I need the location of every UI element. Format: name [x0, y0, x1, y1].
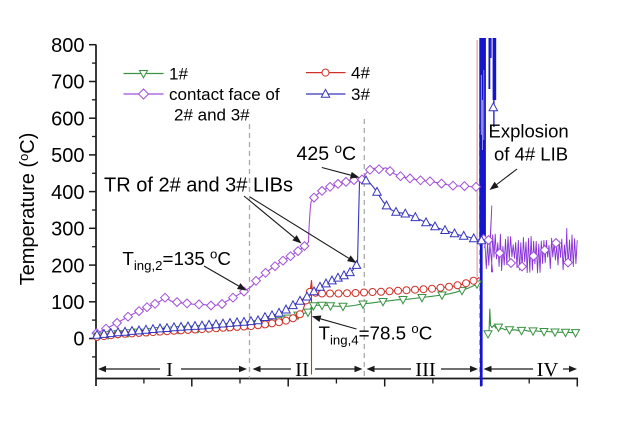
svg-text:of 4# LIB: of 4# LIB	[494, 143, 568, 164]
svg-text:4#: 4#	[351, 64, 370, 83]
svg-text:Ting,2=135 oC: Ting,2=135 oC	[122, 247, 231, 274]
svg-text:500: 500	[51, 145, 84, 167]
svg-text:TR of 2# and 3# LIBs: TR of 2# and 3# LIBs	[104, 175, 293, 197]
svg-text:800: 800	[51, 35, 84, 57]
svg-text:0: 0	[73, 329, 84, 351]
svg-text:III: III	[415, 359, 436, 381]
svg-text:I: I	[166, 359, 173, 381]
svg-text:3#: 3#	[351, 85, 370, 104]
svg-text:600: 600	[51, 108, 84, 130]
svg-text:2# and 3#: 2# and 3#	[174, 106, 250, 125]
svg-text:700: 700	[51, 72, 84, 94]
svg-text:Temperature (oC): Temperature (oC)	[16, 133, 39, 286]
svg-text:200: 200	[51, 255, 84, 277]
svg-text:100: 100	[51, 292, 84, 314]
svg-text:IV: IV	[537, 359, 559, 381]
svg-text:425 oC: 425 oC	[297, 141, 357, 165]
svg-text:300: 300	[51, 219, 84, 241]
svg-text:Explosion: Explosion	[489, 121, 569, 142]
svg-text:contact face of: contact face of	[169, 85, 280, 104]
svg-text:1#: 1#	[169, 65, 188, 84]
svg-text:400: 400	[51, 182, 84, 204]
svg-text:II: II	[295, 359, 309, 381]
